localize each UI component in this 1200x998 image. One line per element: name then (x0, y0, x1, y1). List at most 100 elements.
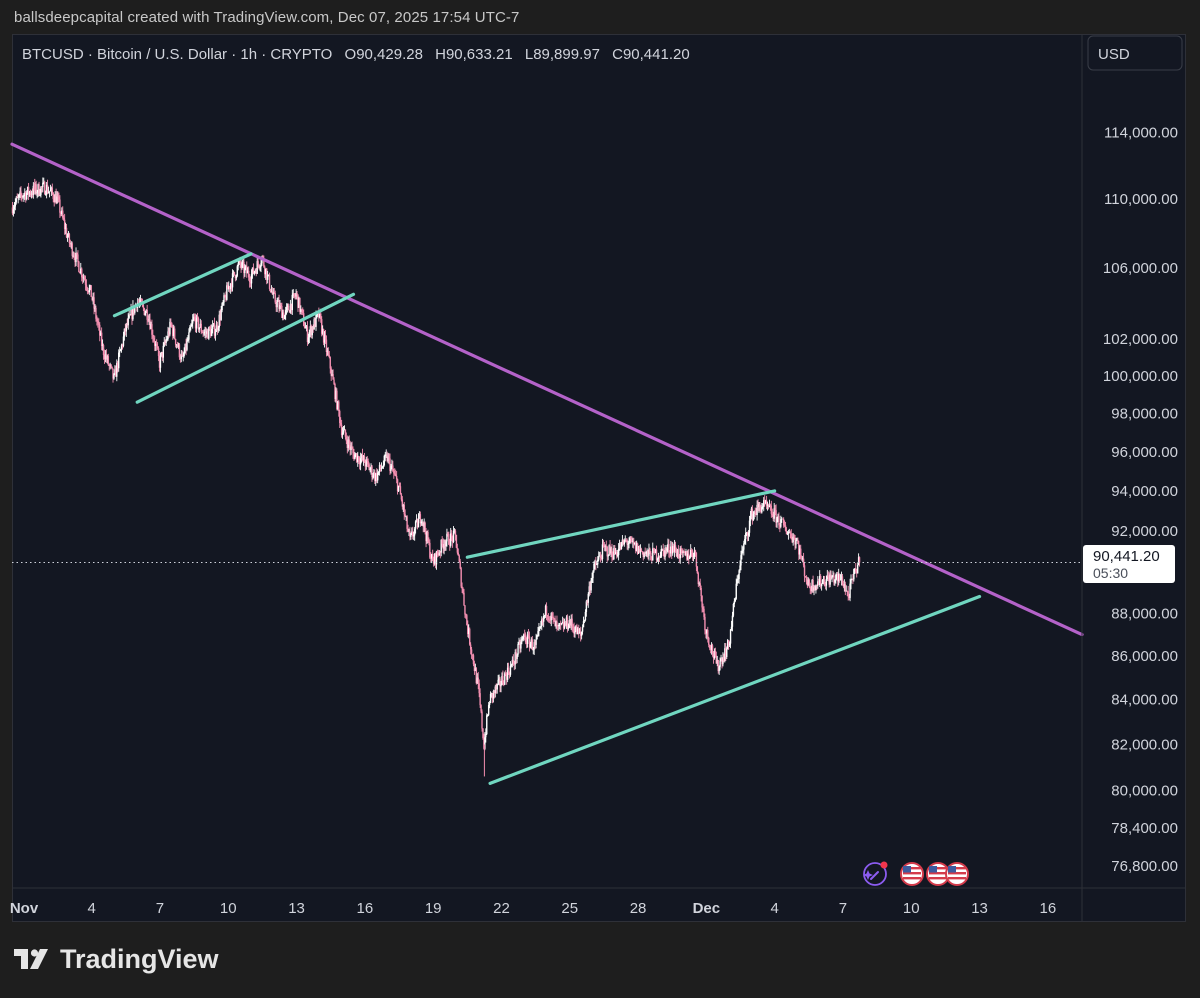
candle-body (663, 550, 665, 557)
candles-layer (11, 177, 861, 777)
candle-body (775, 510, 777, 523)
candle-body (723, 657, 725, 661)
candle-body (330, 368, 332, 376)
candle-body (715, 655, 718, 664)
candle-body (205, 332, 207, 334)
candle-body (416, 519, 419, 528)
candle-body (630, 537, 632, 539)
candle-body (551, 613, 553, 617)
currency-button-bg[interactable] (1087, 35, 1183, 71)
candle-body (800, 557, 803, 559)
time-tick-label: 13 (971, 900, 988, 917)
candle-body (302, 309, 304, 314)
candle-body (446, 533, 448, 542)
candle-body (682, 551, 684, 554)
candle-body (308, 332, 311, 338)
candle-body (300, 308, 302, 312)
candle-body (365, 459, 367, 467)
candle-body (31, 193, 34, 195)
candle-body (361, 454, 364, 461)
us-flag-event-icon[interactable] (926, 862, 950, 886)
price-axis: 76,800.00 78,400.00 80,000.00 82,000.00 84,0… (1081, 34, 1178, 922)
candle-body (232, 271, 235, 274)
candle-body (219, 314, 221, 320)
candle-body (413, 528, 416, 536)
candle-body (327, 350, 330, 356)
candle-body (781, 518, 783, 520)
candle-body (560, 623, 562, 625)
candle-body (830, 574, 832, 579)
candle-body (820, 583, 823, 587)
candle-body (59, 199, 61, 213)
candle-body (450, 533, 452, 546)
candle-body (318, 312, 320, 318)
candle-body (664, 548, 666, 557)
sparkle-alert-icon[interactable] (863, 861, 888, 886)
candle-body (474, 668, 477, 671)
candle-body (304, 327, 307, 329)
candle-body (161, 352, 164, 358)
legend-low: L89,899.97 (525, 46, 600, 63)
nov-channel-bottom-line[interactable] (135, 292, 356, 404)
candle-body (358, 461, 361, 465)
candle-body (99, 332, 102, 336)
current-price-label-bg (1083, 545, 1175, 583)
candle-body (420, 521, 423, 524)
candle-body (306, 326, 309, 343)
candle-body (151, 324, 153, 335)
time-tick-label: 10 (903, 900, 920, 917)
candle-body (661, 548, 663, 550)
nov-channel-top-line[interactable] (112, 252, 253, 318)
candle-body (496, 684, 498, 690)
candle-body (777, 515, 779, 518)
candle-body (362, 455, 365, 461)
candle-body (506, 667, 509, 680)
candle-body (525, 642, 528, 644)
candle-body (637, 546, 640, 554)
candle-body (498, 678, 500, 680)
candle-body (391, 465, 393, 467)
candle-body (236, 266, 238, 276)
candle-body (767, 505, 770, 508)
downtrend-resistance-line[interactable] (10, 142, 1084, 637)
us-flag-event-icon[interactable] (900, 862, 924, 886)
candle-body (537, 631, 539, 636)
candle-body (228, 286, 230, 290)
candle-body (433, 553, 436, 564)
candle-body (591, 578, 593, 581)
candle-body (54, 194, 56, 203)
candle-body (99, 324, 101, 336)
candle-body (457, 552, 460, 556)
candle-body (340, 424, 343, 436)
currency-button[interactable]: USD (1087, 35, 1183, 71)
candle-body (519, 642, 521, 649)
candle-body (672, 546, 675, 552)
candle-body (346, 441, 349, 448)
dec-channel-top-line[interactable] (465, 489, 777, 559)
candle-body (673, 545, 676, 552)
us-flag-event-icon[interactable] (945, 862, 969, 886)
candle-body (456, 547, 459, 553)
candle-body (589, 586, 591, 591)
candle-body (464, 605, 466, 615)
candle-body (404, 514, 406, 517)
dec-channel-bottom-line[interactable] (488, 594, 982, 785)
candle-body (116, 362, 118, 377)
candle-body (532, 649, 534, 651)
price-tick-label: 84,000.00 (1111, 692, 1178, 709)
candle-body (238, 259, 240, 264)
candle-body (712, 653, 715, 659)
candle-body (378, 464, 381, 472)
candle-body (69, 243, 72, 245)
candle-body (681, 548, 683, 554)
candle-body (703, 608, 705, 617)
currency-button-label[interactable]: USD (1098, 46, 1130, 63)
price-tick-label: 86,000.00 (1111, 648, 1178, 665)
candle-body (231, 273, 234, 288)
candle-body (534, 642, 536, 645)
candle-body (370, 466, 372, 470)
candle-body (788, 532, 791, 533)
candle-body (846, 590, 848, 592)
candle-body (190, 326, 192, 328)
